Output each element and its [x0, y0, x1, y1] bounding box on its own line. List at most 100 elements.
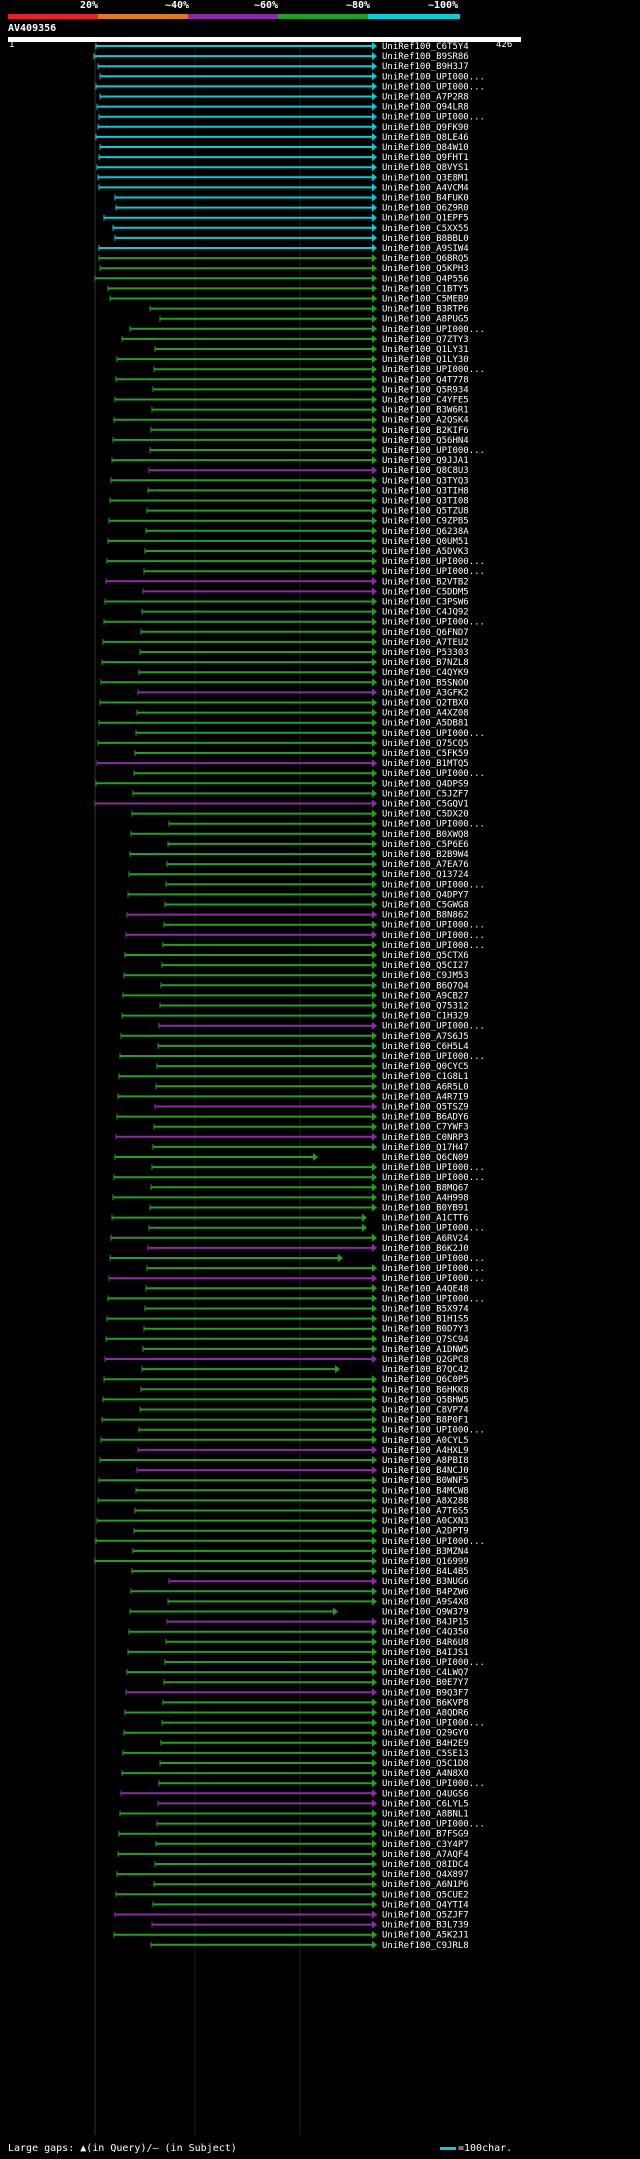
hit-row[interactable]: UniRef100_A7S6J5	[120, 1031, 469, 1042]
hit-row[interactable]: UniRef100_A9SIW4	[98, 244, 469, 254]
hit-label[interactable]: UniRef100_C6T5Y4	[382, 42, 469, 52]
hit-row[interactable]: UniRef100_A4H998	[112, 1193, 469, 1203]
hit-label[interactable]: UniRef100_UPI000...	[382, 82, 485, 92]
hit-label[interactable]: UniRef100_B8BBL0	[382, 234, 469, 244]
hit-row[interactable]: UniRef100_B0XWQ8	[130, 829, 469, 840]
hit-row[interactable]: UniRef100_Q16999	[94, 1557, 469, 1567]
hit-row[interactable]: UniRef100_UPI000...	[158, 1779, 485, 1789]
hit-label[interactable]: UniRef100_Q6C0P5	[382, 1375, 469, 1385]
hit-label[interactable]: UniRef100_A9CB27	[382, 991, 469, 1001]
hit-label[interactable]: UniRef100_C7YWF3	[382, 1123, 469, 1133]
hit-label[interactable]: UniRef100_A4HXL9	[382, 1446, 469, 1456]
hit-row[interactable]: UniRef100_Q13724	[128, 870, 469, 880]
hit-row[interactable]: UniRef100_Q5R934	[152, 385, 469, 395]
hit-row[interactable]: UniRef100_C5GQV1	[94, 799, 469, 810]
hit-row[interactable]: UniRef100_B9Q3F7	[125, 1688, 469, 1698]
hit-label[interactable]: UniRef100_C5GQV1	[382, 800, 469, 810]
hit-label[interactable]: UniRef100_C6H5L4	[382, 1042, 469, 1052]
hit-label[interactable]: UniRef100_B4H2E9	[382, 1739, 469, 1749]
hit-label[interactable]: UniRef100_C4LWQ7	[382, 1668, 469, 1678]
hit-row[interactable]: UniRef100_UPI000...	[164, 1658, 485, 1668]
hit-label[interactable]: UniRef100_B4PZW6	[382, 1587, 469, 1597]
hit-row[interactable]: UniRef100_UPI000...	[158, 1022, 485, 1032]
hit-label[interactable]: UniRef100_A8PBI8	[382, 1456, 469, 1466]
hit-label[interactable]: UniRef100_A4R7I9	[382, 1092, 469, 1102]
hit-label[interactable]: UniRef100_Q75312	[382, 1002, 469, 1012]
hit-label[interactable]: UniRef100_Q4T778	[382, 375, 469, 385]
hit-label[interactable]: UniRef100_B4MCW8	[382, 1486, 469, 1496]
hit-label[interactable]: UniRef100_A5K2J1	[382, 1931, 469, 1941]
hit-row[interactable]: UniRef100_C4QYK9	[138, 668, 469, 678]
hit-label[interactable]: UniRef100_UPI000...	[382, 941, 485, 951]
hit-row[interactable]: UniRef100_UPI000...	[108, 1274, 485, 1284]
hit-row[interactable]: UniRef100_B8P0F1	[101, 1415, 469, 1426]
hit-row[interactable]: UniRef100_B6K2J0	[147, 1243, 469, 1254]
hit-row[interactable]: UniRef100_A8BNL1	[119, 1809, 469, 1820]
hit-label[interactable]: UniRef100_A6R5L0	[382, 1082, 469, 1092]
hit-row[interactable]: UniRef100_UPI000...	[98, 112, 485, 123]
hit-label[interactable]: UniRef100_C5DDM5	[382, 587, 469, 597]
hit-label[interactable]: UniRef100_B3MZN4	[382, 1547, 469, 1557]
hit-label[interactable]: UniRef100_Q29GY0	[382, 1729, 469, 1739]
hit-label[interactable]: UniRef100_B1MTQ5	[382, 759, 469, 769]
hit-label[interactable]: UniRef100_UPI000...	[382, 1163, 485, 1173]
hit-row[interactable]: UniRef100_B0YB91	[149, 1203, 469, 1214]
hit-label[interactable]: UniRef100_Q4X897	[382, 1870, 469, 1880]
hit-label[interactable]: UniRef100_C4Q350	[382, 1628, 469, 1638]
hit-row[interactable]: UniRef100_A7P2R8	[99, 92, 469, 103]
hit-row[interactable]: UniRef100_A5DVK3	[144, 547, 469, 557]
hit-row[interactable]: UniRef100_C5MEB9	[109, 294, 469, 305]
hit-row[interactable]: UniRef100_C5SE13	[122, 1748, 469, 1759]
hit-label[interactable]: UniRef100_Q3TYQ3	[382, 476, 469, 486]
hit-label[interactable]: UniRef100_Q13724	[382, 870, 469, 880]
hit-label[interactable]: UniRef100_C9JM53	[382, 971, 469, 981]
hit-label[interactable]: UniRef100_A7AQF4	[382, 1850, 469, 1860]
hit-label[interactable]: UniRef100_B5SNO0	[382, 678, 469, 688]
hit-label[interactable]: UniRef100_UPI000...	[382, 1719, 485, 1729]
hit-label[interactable]: UniRef100_B4FUK0	[382, 194, 469, 204]
hit-label[interactable]: UniRef100_B9Q3F7	[382, 1688, 469, 1698]
hit-row[interactable]: UniRef100_C5XX55	[112, 223, 469, 234]
hit-label[interactable]: UniRef100_Q9FK90	[382, 123, 469, 133]
hit-label[interactable]: UniRef100_B4IJS1	[382, 1648, 469, 1658]
hit-label[interactable]: UniRef100_Q1LY31	[382, 345, 469, 355]
hit-row[interactable]: UniRef100_C6LYL5	[157, 1799, 469, 1809]
hit-label[interactable]: UniRef100_A7P2R8	[382, 93, 469, 103]
hit-label[interactable]: UniRef100_UPI000...	[382, 365, 485, 375]
hit-label[interactable]: UniRef100_A4H998	[382, 1193, 469, 1203]
hit-row[interactable]: UniRef100_B0E7Y7	[163, 1678, 469, 1688]
hit-label[interactable]: UniRef100_Q75CQ5	[382, 739, 469, 749]
hit-label[interactable]: UniRef100_B6KVP8	[382, 1698, 469, 1708]
hit-label[interactable]: UniRef100_A1DNW5	[382, 1345, 469, 1355]
hit-row[interactable]: UniRef100_B7QC42	[141, 1365, 469, 1375]
hit-row[interactable]: UniRef100_Q1EPF5	[103, 213, 469, 224]
hit-label[interactable]: UniRef100_A5DB81	[382, 719, 469, 729]
hit-label[interactable]: UniRef100_Q8LE46	[382, 133, 469, 143]
hit-row[interactable]: UniRef100_Q6Z9R0	[115, 203, 469, 214]
hit-row[interactable]: UniRef100_A9CB27	[122, 991, 469, 1001]
hit-label[interactable]: UniRef100_B6Q7Q4	[382, 981, 469, 991]
hit-label[interactable]: UniRef100_UPI000...	[382, 1779, 485, 1789]
hit-label[interactable]: UniRef100_UPI000...	[382, 1264, 485, 1274]
hit-row[interactable]: UniRef100_C3PSW6	[104, 597, 469, 608]
hit-row[interactable]: UniRef100_Q6238A	[145, 526, 469, 537]
hit-row[interactable]: UniRef100_Q4DPY7	[127, 890, 469, 900]
hit-row[interactable]: UniRef100_UPI000...	[153, 365, 485, 375]
hit-row[interactable]: UniRef100_A9S4X8	[167, 1597, 469, 1607]
hit-row[interactable]: UniRef100_B6KVP8	[162, 1698, 469, 1708]
hit-label[interactable]: UniRef100_C5GWG8	[382, 901, 469, 911]
hit-row[interactable]: UniRef100_A2QSK4	[113, 415, 469, 426]
hit-label[interactable]: UniRef100_B4L4B5	[382, 1567, 469, 1577]
hit-row[interactable]: UniRef100_A0CYL5	[100, 1435, 469, 1446]
hit-row[interactable]: UniRef100_Q4X897	[116, 1870, 469, 1880]
hit-row[interactable]: UniRef100_A1DNW5	[142, 1344, 469, 1355]
hit-row[interactable]: UniRef100_C4JQ92	[141, 607, 469, 618]
hit-label[interactable]: UniRef100_B3L739	[382, 1921, 469, 1931]
hit-label[interactable]: UniRef100_A8BNL1	[382, 1810, 469, 1820]
hit-label[interactable]: UniRef100_Q5CI27	[382, 961, 469, 971]
hit-row[interactable]: UniRef100_Q9FHT1	[98, 153, 469, 163]
hit-row[interactable]: UniRef100_C5DDM5	[142, 587, 469, 597]
hit-row[interactable]: UniRef100_Q7ZTY3	[121, 334, 469, 345]
hit-row[interactable]: UniRef100_B3W6R1	[151, 405, 469, 416]
hit-label[interactable]: UniRef100_Q4YTI4	[382, 1900, 469, 1910]
